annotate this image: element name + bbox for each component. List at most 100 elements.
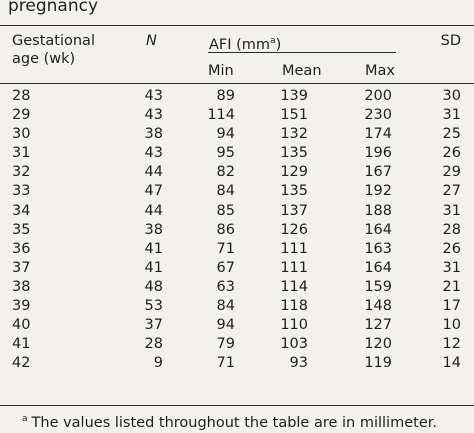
cell-afi-min: 94: [216, 317, 235, 334]
header-afi-label: AFI (mm: [209, 37, 271, 53]
cell-afi-max: 127: [364, 317, 392, 334]
cell-gestational-age: 40: [12, 317, 31, 334]
header-n: N: [146, 33, 157, 49]
table-row: 29 43 114 151 230 31: [0, 106, 474, 125]
cell-gestational-age: 28: [12, 88, 31, 104]
table-row: 30 38 94 132 174 25: [0, 125, 474, 144]
cell-afi-max: 192: [364, 183, 392, 200]
cell-sd: 25: [442, 126, 461, 143]
header-sd: SD: [440, 33, 461, 49]
cell-sd: 12: [442, 336, 461, 353]
cell-afi-max: 196: [364, 145, 392, 162]
cell-gestational-age: 35: [12, 221, 31, 238]
cell-afi-mean: 139: [280, 88, 308, 104]
cell-afi-max: 163: [364, 240, 392, 257]
cell-afi-mean: 103: [280, 336, 308, 353]
table-body: 28 43 89 139 200 30 29 43 114 151 230 31 30 38 94 132 17…: [0, 87, 474, 373]
cell-afi-min: 82: [216, 164, 235, 181]
cell-afi-mean: 114: [280, 278, 308, 295]
cell-n: 38: [144, 221, 163, 238]
cell-sd: 29: [442, 164, 461, 181]
cell-n: 43: [144, 107, 163, 124]
cell-afi-mean: 111: [280, 259, 308, 276]
cell-afi-min: 67: [216, 259, 235, 276]
header-mean: Mean: [282, 63, 322, 79]
cell-sd: 21: [442, 278, 461, 295]
cell-afi-min: 79: [216, 336, 235, 353]
cell-n: 48: [144, 278, 163, 295]
cell-afi-min: 84: [216, 298, 235, 315]
table-row: 37 41 67 111 164 31: [0, 259, 474, 278]
cell-n: 28: [144, 336, 163, 353]
header-bottom-rule: [0, 83, 474, 84]
footnote-text: The values listed throughout the table a…: [31, 415, 437, 431]
cell-sd: 31: [442, 202, 461, 219]
header-afi-superscript: a: [270, 36, 276, 46]
cell-afi-mean: 110: [280, 317, 308, 334]
table-row: 41 28 79 103 120 12: [0, 335, 474, 354]
table-footnote: a The values listed throughout the table …: [22, 410, 437, 432]
cell-afi-mean: 137: [280, 202, 308, 219]
header-afi: AFI (mma): [209, 32, 281, 54]
cell-afi-max: 188: [364, 202, 392, 219]
cell-afi-max: 174: [364, 126, 392, 143]
header-gestational-age-line2: age (wk): [12, 51, 76, 67]
cell-afi-max: 164: [364, 259, 392, 276]
cell-afi-mean: 135: [280, 183, 308, 200]
table-caption: pregnancy: [8, 0, 99, 16]
table-row: 31 43 95 135 196 26: [0, 144, 474, 163]
table-row: 36 41 71 111 163 26: [0, 240, 474, 259]
cell-gestational-age: 38: [12, 278, 31, 295]
header-min: Min: [208, 63, 234, 79]
cell-n: 41: [144, 240, 163, 257]
table-row: 39 53 84 118 148 17: [0, 297, 474, 316]
cell-sd: 27: [442, 183, 461, 200]
cell-sd: 30: [442, 88, 461, 104]
top-rule: [0, 25, 474, 26]
cell-gestational-age: 33: [12, 183, 31, 200]
cell-afi-max: 200: [364, 88, 392, 104]
cell-afi-min: 94: [216, 126, 235, 143]
cell-afi-max: 167: [364, 164, 392, 181]
table-row: 40 37 94 110 127 10: [0, 316, 474, 335]
cell-afi-max: 164: [364, 221, 392, 238]
header-gestational-age-line1: Gestational: [12, 33, 95, 49]
cell-n: 53: [144, 298, 163, 315]
cell-gestational-age: 32: [12, 164, 31, 181]
cell-gestational-age: 36: [12, 240, 31, 257]
cell-afi-mean: 135: [280, 145, 308, 162]
cell-gestational-age: 30: [12, 126, 31, 143]
cell-afi-min: 86: [216, 221, 235, 238]
table-row: 42 9 71 93 119 14: [0, 354, 474, 373]
cell-afi-min: 85: [216, 202, 235, 219]
cell-gestational-age: 37: [12, 259, 31, 276]
cell-afi-min: 114: [207, 107, 235, 124]
cell-afi-max: 159: [364, 278, 392, 295]
cell-sd: 14: [442, 355, 461, 372]
cell-afi-min: 89: [216, 88, 235, 104]
cell-n: 9: [153, 355, 163, 372]
cell-n: 47: [144, 183, 163, 200]
cell-afi-max: 119: [364, 355, 392, 372]
cell-n: 44: [144, 164, 163, 181]
cell-gestational-age: 34: [12, 202, 31, 219]
cell-gestational-age: 41: [12, 336, 31, 353]
cell-afi-mean: 93: [289, 355, 308, 372]
cell-sd: 10: [442, 317, 461, 334]
afi-span-rule: [208, 52, 396, 53]
cell-afi-min: 84: [216, 183, 235, 200]
table-row: 35 38 86 126 164 28: [0, 221, 474, 240]
cell-n: 43: [144, 145, 163, 162]
cell-afi-max: 120: [364, 336, 392, 353]
cell-sd: 28: [442, 221, 461, 238]
cell-afi-mean: 118: [280, 298, 308, 315]
cell-gestational-age: 29: [12, 107, 31, 124]
table-row: 38 48 63 114 159 21: [0, 278, 474, 297]
header-max: Max: [365, 63, 395, 79]
cell-sd: 26: [442, 145, 461, 162]
cell-afi-max: 230: [364, 107, 392, 124]
header-afi-close: ): [275, 37, 282, 53]
cell-sd: 26: [442, 240, 461, 257]
cell-n: 38: [144, 126, 163, 143]
